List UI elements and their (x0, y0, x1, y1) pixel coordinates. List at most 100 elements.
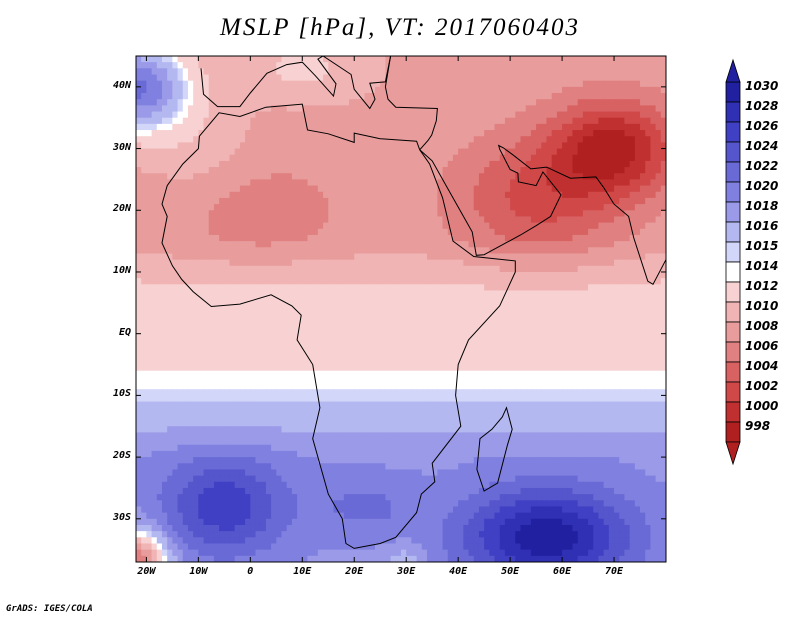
pressure-cell (588, 278, 594, 285)
pressure-cell (297, 271, 303, 279)
pressure-cell (250, 204, 257, 211)
pressure-cell (608, 136, 615, 143)
pressure-cell (203, 333, 210, 341)
pressure-cell (525, 191, 532, 199)
pressure-cell (645, 167, 652, 174)
pressure-cell (640, 105, 646, 113)
pressure-cell (193, 321, 199, 329)
pressure-cell (151, 185, 158, 193)
pressure-cell (375, 333, 381, 341)
pressure-cell (484, 142, 490, 150)
pressure-cell (650, 290, 657, 298)
pressure-cell (364, 247, 371, 255)
pressure-cell (577, 185, 584, 193)
pressure-cell (219, 309, 225, 316)
pressure-cell (473, 259, 480, 267)
pressure-cell (208, 271, 215, 279)
pressure-cell (224, 228, 231, 236)
pressure-cell (416, 333, 423, 341)
pressure-cell (650, 197, 657, 205)
pressure-cell (156, 173, 163, 181)
pressure-cell (442, 179, 449, 187)
pressure-cell (608, 167, 615, 174)
pressure-cell (349, 333, 355, 341)
pressure-cell (354, 123, 361, 131)
pressure-cell (406, 352, 412, 359)
pressure-cell (530, 130, 537, 137)
pressure-cell (421, 315, 428, 322)
pressure-cell (395, 167, 402, 174)
pressure-cell (333, 309, 340, 316)
pressure-cell (198, 309, 205, 316)
pressure-cell (286, 327, 293, 335)
pressure-cell (271, 234, 277, 242)
pressure-cell (177, 154, 184, 162)
pressure-cell (416, 234, 423, 242)
pressure-cell (234, 253, 241, 261)
pressure-cell (411, 210, 418, 218)
pressure-cell (239, 105, 246, 113)
pressure-cell (333, 241, 340, 248)
pressure-cell (151, 315, 158, 322)
pressure-cell (260, 191, 267, 199)
pressure-cell (136, 271, 142, 279)
pressure-cell (572, 234, 579, 242)
pressure-cell (562, 185, 568, 193)
pressure-cell (338, 142, 345, 150)
pressure-cell (146, 117, 153, 125)
pressure-cell (281, 154, 288, 162)
pressure-cell (614, 346, 620, 353)
pressure-cell (219, 302, 225, 310)
pressure-cell (614, 247, 620, 255)
pressure-cell (395, 253, 402, 261)
pressure-cell (146, 352, 153, 359)
pressure-cell (536, 105, 542, 113)
pressure-cell (426, 80, 433, 88)
pressure-cell (541, 278, 548, 285)
pressure-cell (619, 346, 626, 353)
pressure-cell (619, 148, 626, 156)
pressure-cell (271, 86, 277, 94)
pressure-cell (484, 333, 490, 341)
pressure-cell (541, 148, 548, 156)
pressure-cell (250, 80, 257, 88)
pressure-cell (515, 339, 522, 347)
pressure-cell (478, 167, 485, 174)
pressure-cell (177, 346, 184, 353)
pressure-cell (463, 210, 470, 218)
pressure-cell (494, 191, 501, 199)
pressure-cell (250, 265, 257, 273)
pressure-cell (349, 99, 355, 106)
pressure-cell (416, 315, 423, 322)
pressure-cell (655, 204, 662, 211)
pressure-cell (525, 346, 532, 353)
pressure-cell (546, 296, 553, 304)
pressure-cell (375, 197, 381, 205)
pressure-cell (536, 210, 542, 218)
pressure-cell (187, 185, 194, 193)
pressure-cell (416, 302, 423, 310)
pressure-cell (608, 327, 615, 335)
pressure-cell (499, 160, 506, 168)
pressure-cell (385, 130, 392, 137)
pressure-cell (437, 93, 444, 100)
pressure-cell (551, 253, 558, 261)
pressure-cell (213, 80, 220, 88)
pressure-cell (640, 309, 646, 316)
pressure-cell (229, 130, 236, 137)
pressure-cell (193, 333, 199, 341)
pressure-cell (567, 327, 574, 335)
pressure-cell (614, 259, 620, 267)
pressure-cell (151, 160, 158, 168)
pressure-cell (567, 352, 574, 359)
pressure-cell (489, 148, 496, 156)
pressure-cell (312, 185, 319, 193)
pressure-cell (276, 93, 283, 100)
pressure-cell (650, 315, 657, 322)
pressure-cell (458, 228, 464, 236)
pressure-cell (634, 346, 641, 353)
pressure-cell (437, 105, 444, 113)
pressure-cell (660, 191, 666, 199)
pressure-cell (562, 333, 568, 341)
pressure-cell (219, 352, 225, 359)
